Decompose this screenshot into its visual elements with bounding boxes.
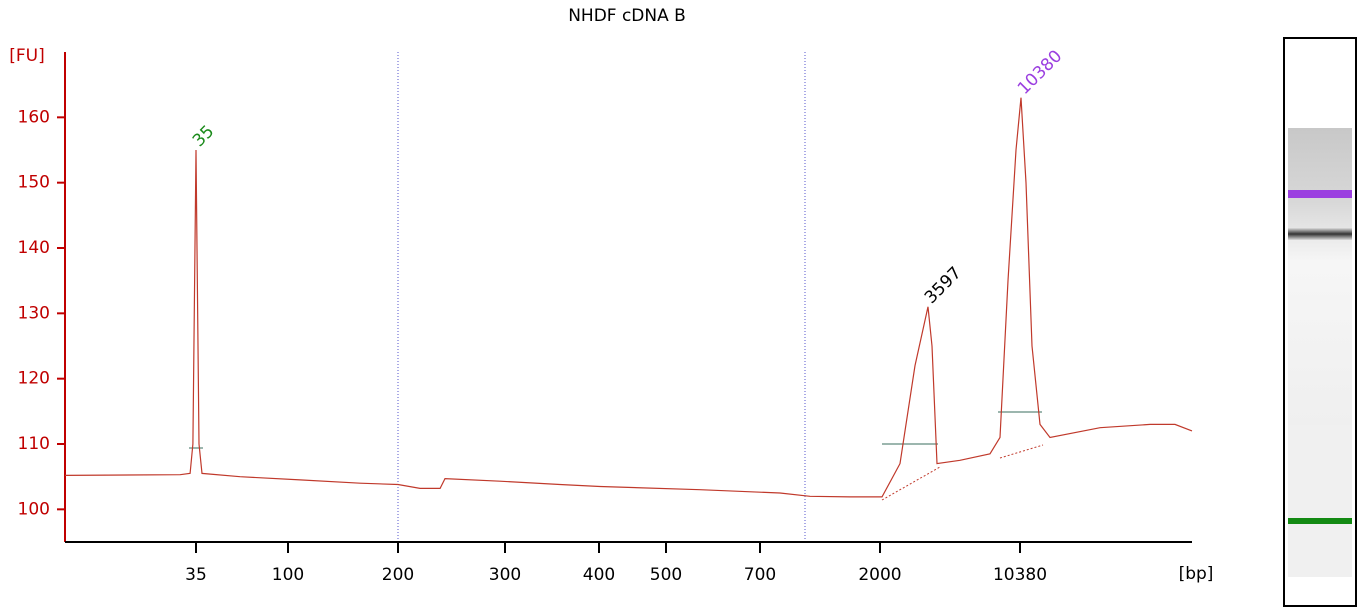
x-axis-label: [bp] [1179,564,1214,584]
x-tick-label: 100 [272,565,304,585]
baseline [881,466,941,501]
y-tick-label: 150 [18,173,50,193]
peak-label: 35 [189,122,218,151]
x-tick-label: 35 [185,565,207,585]
y-axis-label: [FU] [9,46,45,66]
y-tick-label: 130 [18,303,50,323]
x-tick-label: 200 [382,565,414,585]
trace [64,97,1193,498]
x-tick-label: 400 [583,565,615,585]
chart-title: NHDF cDNA B [568,6,686,26]
y-tick-label: 120 [18,369,50,389]
y-tick-label: 140 [18,238,50,258]
x-tick-label: 300 [489,565,521,585]
x-tick-label: 2000 [858,565,901,585]
peak-label: 3597 [921,263,966,308]
baseline [999,444,1044,459]
x-tick-label: 500 [650,565,682,585]
x-tick-label: 10380 [993,565,1047,585]
y-tick-label: 160 [18,107,50,127]
gel-lane [1283,37,1357,607]
peak-label: 10380 [1014,46,1066,98]
x-tick-label: 700 [744,565,776,585]
y-tick-label: 110 [18,434,50,454]
y-tick-label: 100 [18,499,50,519]
